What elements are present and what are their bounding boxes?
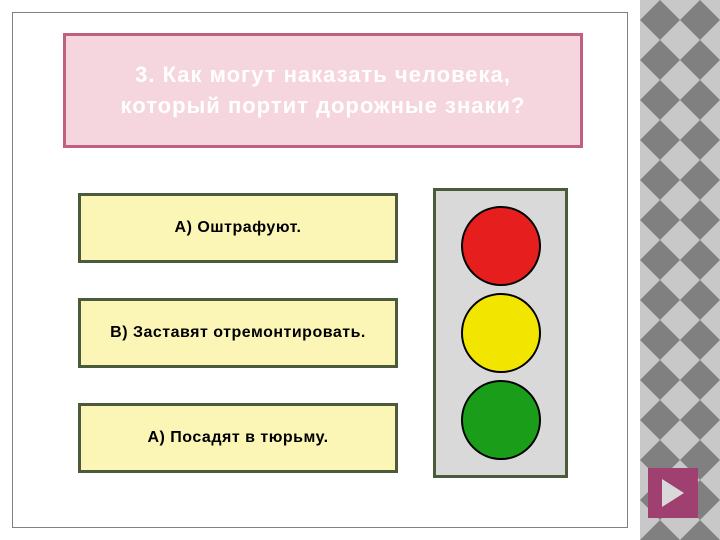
red-light bbox=[461, 206, 541, 286]
answer-option-a[interactable]: А) Оштрафуют. bbox=[78, 193, 398, 263]
traffic-light bbox=[433, 188, 568, 478]
slide-frame: 3. Как могут наказать человека, который … bbox=[12, 12, 628, 528]
question-text: 3. Как могут наказать человека, который … bbox=[86, 60, 560, 122]
answer-c-text: А) Посадят в тюрьму. bbox=[147, 428, 328, 449]
yellow-light bbox=[461, 293, 541, 373]
answer-option-c[interactable]: А) Посадят в тюрьму. bbox=[78, 403, 398, 473]
next-button[interactable] bbox=[648, 468, 698, 518]
answer-b-text: В) Заставят отремонтировать. bbox=[110, 323, 366, 344]
arrow-right-icon bbox=[662, 479, 684, 507]
answer-a-text: А) Оштрафуют. bbox=[175, 218, 302, 239]
answer-option-b[interactable]: В) Заставят отремонтировать. bbox=[78, 298, 398, 368]
green-light bbox=[461, 380, 541, 460]
diamond-pattern-strip bbox=[640, 0, 720, 540]
question-box: 3. Как могут наказать человека, который … bbox=[63, 33, 583, 148]
